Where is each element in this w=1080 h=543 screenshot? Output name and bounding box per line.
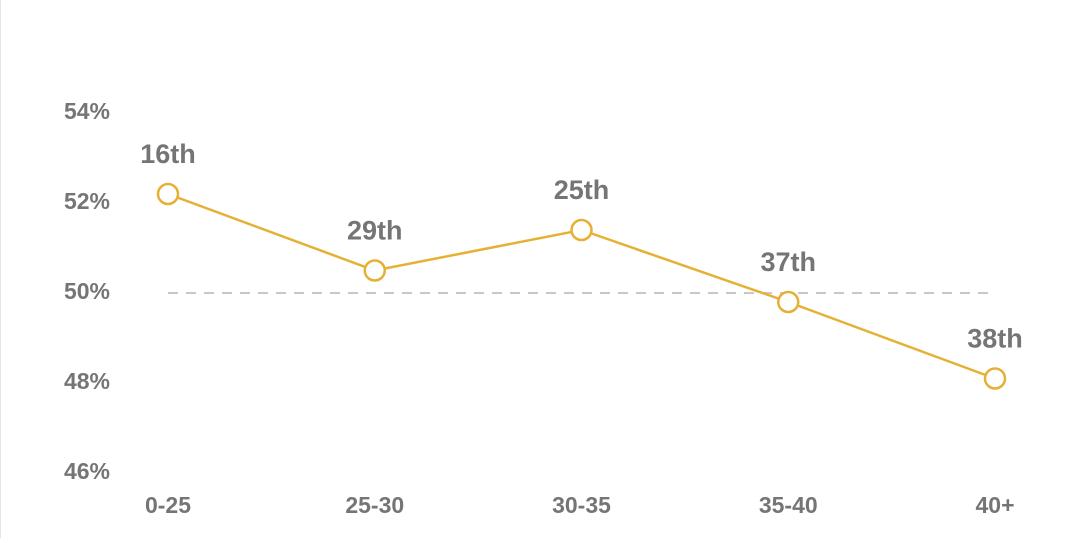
x-tick-label: 30-35 [552, 492, 611, 518]
y-tick-label: 48% [64, 368, 110, 394]
data-point [777, 290, 800, 314]
data-point [983, 367, 1007, 390]
rank-label: 25th [554, 175, 610, 205]
data-point [156, 182, 180, 206]
data-point [570, 218, 593, 242]
x-tick-label: 40+ [975, 492, 1014, 518]
rank-label: 29th [347, 216, 403, 246]
rank-label: 16th [140, 139, 196, 169]
y-tick-label: 46% [64, 458, 110, 484]
y-tick-label: 52% [64, 188, 110, 214]
y-tick-label: 50% [64, 278, 110, 304]
rank-label: 37th [760, 247, 816, 277]
x-tick-label: 0-25 [145, 492, 191, 518]
y-tick-label: 54% [64, 98, 110, 124]
data-point [363, 259, 386, 282]
x-tick-label: 35-40 [759, 492, 818, 518]
rank-label: 38th [967, 324, 1023, 354]
x-tick-label: 25-30 [345, 492, 404, 518]
